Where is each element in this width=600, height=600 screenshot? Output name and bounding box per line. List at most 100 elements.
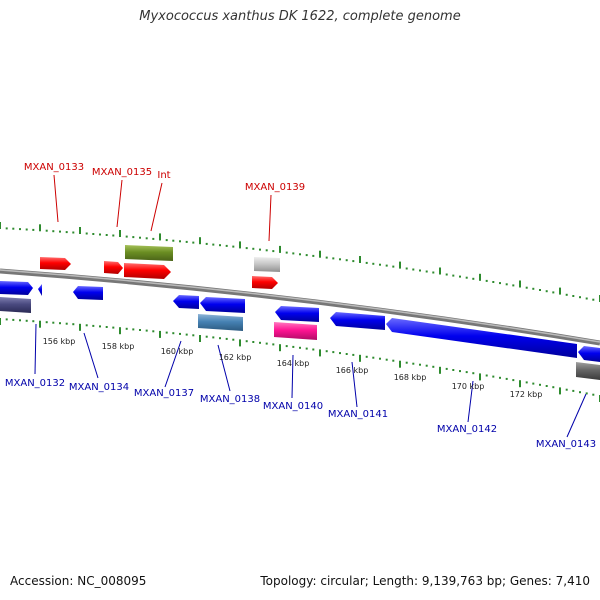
genome-title: Myxococcus xanthus DK 1622, complete gen… bbox=[139, 9, 461, 24]
feature-gray[interactable] bbox=[254, 257, 280, 272]
outer-ring-major-tick bbox=[39, 224, 41, 232]
gene-arrow-small[interactable] bbox=[38, 284, 42, 296]
gene-arrow-mxan-0132[interactable] bbox=[0, 281, 33, 295]
inner-ring-minor-tick bbox=[545, 385, 548, 387]
inner-ring-minor-tick bbox=[52, 321, 55, 324]
gene-arrow-mxan-0139[interactable] bbox=[252, 276, 278, 289]
outer-ring-minor-tick bbox=[272, 250, 275, 253]
inner-ring-minor-tick bbox=[252, 341, 255, 343]
outer-ring-minor-tick bbox=[179, 240, 181, 243]
inner-ring-minor-tick bbox=[99, 325, 101, 328]
inner-ring-minor-tick bbox=[132, 328, 135, 331]
outer-ring-major-tick bbox=[119, 230, 121, 237]
label-mxan-0140[interactable]: MXAN_0140 bbox=[263, 401, 323, 412]
outer-ring-minor-tick bbox=[245, 247, 248, 250]
outer-ring-minor-tick bbox=[12, 227, 15, 230]
gene-arrow-mxan-0133[interactable] bbox=[40, 257, 71, 270]
inner-ring-minor-tick bbox=[212, 336, 215, 339]
inner-ring-minor-tick bbox=[525, 381, 528, 384]
reverse-labels: MXAN_0132 MXAN_0134 MXAN_0137 MXAN_0138 … bbox=[5, 378, 596, 450]
label-mxan-0142[interactable]: MXAN_0142 bbox=[437, 424, 497, 435]
label-mxan-0135[interactable]: MXAN_0135 bbox=[92, 167, 152, 178]
inner-ring-major-tick bbox=[119, 327, 121, 335]
outer-ring-minor-tick bbox=[185, 240, 188, 243]
gene-arrow-mxan-0143[interactable] bbox=[578, 346, 600, 362]
gene-arrow-mxan-0135[interactable] bbox=[104, 261, 123, 274]
inner-ring-minor-tick bbox=[425, 364, 428, 367]
inner-ring-minor-tick bbox=[219, 337, 221, 340]
outer-tick-ring bbox=[0, 222, 600, 302]
inner-tick-ring bbox=[0, 318, 600, 402]
reverse-label-lines bbox=[34, 323, 587, 438]
gene-arrow-mxan-0134[interactable] bbox=[73, 286, 103, 300]
outer-ring-minor-tick bbox=[252, 247, 255, 250]
feature-slate[interactable] bbox=[0, 297, 31, 313]
gene-arrow-mxan-0141[interactable] bbox=[330, 312, 385, 330]
inner-ring-minor-tick bbox=[19, 319, 21, 322]
outer-ring-major-tick bbox=[359, 256, 361, 263]
outer-ring-minor-tick bbox=[412, 268, 415, 271]
feature-darkgray[interactable] bbox=[576, 362, 600, 380]
gene-arrow-mxan-0138[interactable] bbox=[200, 297, 245, 313]
inner-ring-minor-tick bbox=[459, 370, 461, 373]
scale-label-172: 172 kbp bbox=[510, 390, 543, 399]
inner-ring-minor-tick bbox=[572, 389, 575, 392]
inner-ring-minor-tick bbox=[292, 345, 295, 348]
feature-steelblue[interactable] bbox=[198, 314, 243, 331]
gene-arrow-mxan-0142[interactable] bbox=[386, 318, 577, 358]
outer-ring-major-tick bbox=[319, 250, 321, 258]
label-int[interactable]: Int bbox=[157, 170, 170, 181]
label-mxan-0139[interactable]: MXAN_0139 bbox=[245, 182, 305, 193]
outer-ring-minor-tick bbox=[432, 271, 435, 274]
label-mxan-0138[interactable]: MXAN_0138 bbox=[200, 394, 260, 405]
scale-label-158: 158 kbp bbox=[102, 342, 135, 351]
feature-olive[interactable] bbox=[125, 245, 173, 261]
outer-ring-major-tick bbox=[239, 241, 241, 249]
outer-ring-minor-tick bbox=[32, 228, 35, 231]
inner-ring-minor-tick bbox=[265, 342, 268, 345]
inner-ring-minor-tick bbox=[179, 332, 181, 335]
inner-ring-minor-tick bbox=[299, 346, 301, 349]
outer-ring-minor-tick bbox=[265, 249, 268, 252]
inner-ring-minor-tick bbox=[112, 326, 115, 329]
feature-magenta[interactable] bbox=[274, 322, 317, 340]
inner-ring-minor-tick bbox=[125, 327, 128, 330]
outer-ring-minor-tick bbox=[505, 283, 508, 286]
inner-ring-minor-tick bbox=[499, 376, 501, 379]
inner-ring-major-tick bbox=[559, 387, 561, 395]
label-mxan-0133[interactable]: MXAN_0133 bbox=[24, 162, 84, 173]
inner-ring-minor-tick bbox=[539, 383, 541, 386]
inner-ring-minor-tick bbox=[145, 329, 148, 332]
inner-ring-major-tick bbox=[79, 323, 81, 331]
gene-arrow-mxan-0140[interactable] bbox=[275, 306, 319, 322]
inner-ring-minor-tick bbox=[419, 363, 421, 366]
label-mxan-0137[interactable]: MXAN_0137 bbox=[134, 388, 194, 399]
label-mxan-0132[interactable]: MXAN_0132 bbox=[5, 378, 65, 389]
inner-ring-minor-tick bbox=[225, 337, 228, 340]
inner-ring-major-tick bbox=[39, 320, 41, 328]
outer-ring-minor-tick bbox=[365, 261, 368, 264]
label-mxan-0134[interactable]: MXAN_0134 bbox=[69, 382, 129, 393]
outer-ring-major-tick bbox=[399, 261, 401, 269]
outer-ring-minor-tick bbox=[472, 277, 475, 280]
gene-arrow-mxan-0137[interactable] bbox=[173, 295, 199, 309]
inner-ring-minor-tick bbox=[379, 357, 381, 360]
inner-ring-major-tick bbox=[399, 360, 401, 368]
inner-ring-minor-tick bbox=[325, 350, 328, 353]
inner-ring-minor-tick bbox=[579, 391, 581, 394]
gene-arrow-int[interactable] bbox=[124, 263, 171, 279]
label-mxan-0143[interactable]: MXAN_0143 bbox=[536, 439, 596, 450]
outer-ring-minor-tick bbox=[205, 242, 208, 245]
inner-ring-minor-tick bbox=[565, 388, 568, 391]
inner-ring-minor-tick bbox=[332, 351, 335, 354]
inner-ring-minor-tick bbox=[65, 322, 68, 325]
label-mxan-0141[interactable]: MXAN_0141 bbox=[328, 409, 388, 420]
inner-ring-minor-tick bbox=[285, 345, 288, 348]
outer-ring-minor-tick bbox=[259, 248, 261, 251]
inner-ring-minor-tick bbox=[272, 343, 275, 346]
inner-ring-minor-tick bbox=[592, 393, 595, 396]
outer-ring-major-tick bbox=[79, 227, 81, 234]
outer-ring-major-tick bbox=[439, 267, 441, 275]
inner-ring-minor-tick bbox=[185, 333, 188, 336]
